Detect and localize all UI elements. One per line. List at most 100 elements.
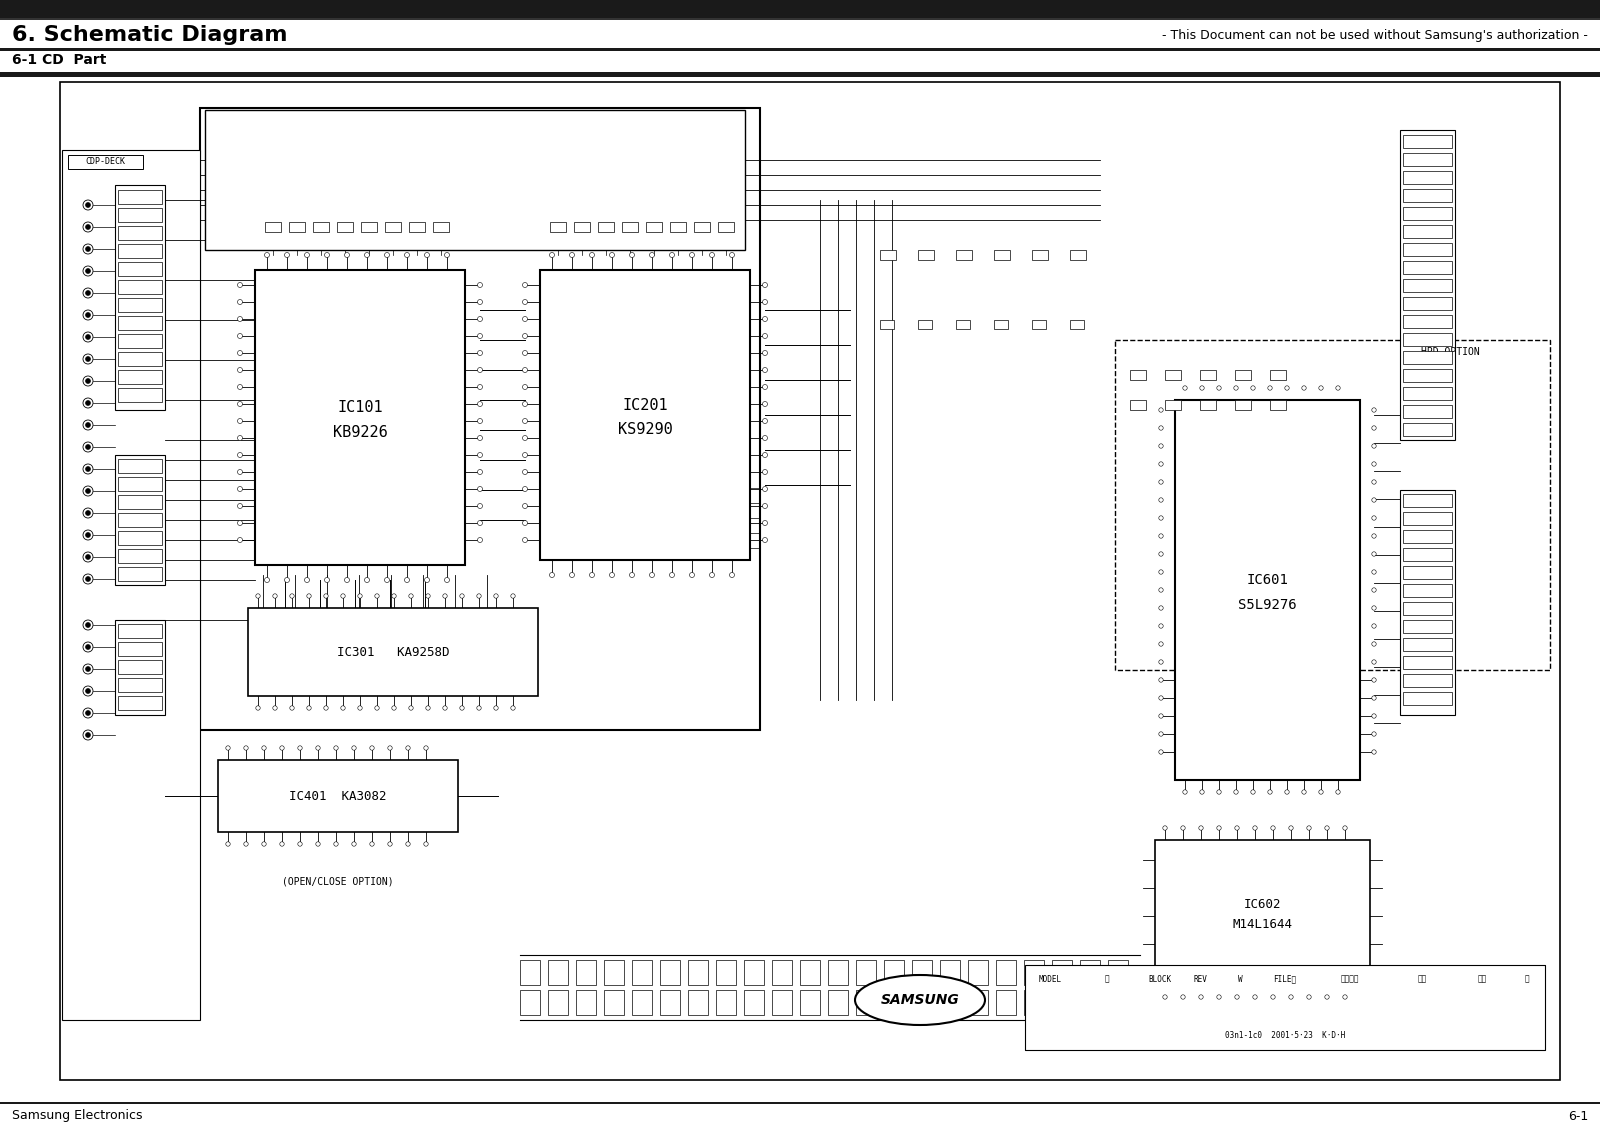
Bar bbox=[941, 960, 960, 985]
Bar bbox=[1024, 960, 1043, 985]
Circle shape bbox=[237, 435, 243, 441]
Circle shape bbox=[477, 452, 483, 458]
Bar bbox=[1403, 530, 1453, 544]
Circle shape bbox=[477, 435, 483, 441]
Bar bbox=[1403, 584, 1453, 597]
Bar bbox=[598, 221, 614, 232]
Circle shape bbox=[1163, 826, 1168, 831]
Text: Samsung Electronics: Samsung Electronics bbox=[13, 1110, 142, 1122]
Circle shape bbox=[392, 593, 397, 598]
Circle shape bbox=[424, 577, 429, 582]
Text: 작성: 작성 bbox=[1477, 974, 1486, 983]
Bar bbox=[661, 960, 680, 985]
Circle shape bbox=[315, 746, 320, 750]
Text: 명: 명 bbox=[1104, 974, 1109, 983]
Circle shape bbox=[477, 384, 483, 390]
Circle shape bbox=[83, 642, 93, 652]
Circle shape bbox=[344, 252, 349, 258]
Circle shape bbox=[280, 842, 285, 846]
Bar bbox=[118, 660, 162, 673]
Bar bbox=[771, 990, 792, 1015]
Circle shape bbox=[298, 746, 302, 750]
Circle shape bbox=[315, 842, 320, 846]
Circle shape bbox=[85, 688, 91, 694]
Circle shape bbox=[1216, 826, 1221, 831]
Circle shape bbox=[85, 202, 91, 208]
Bar bbox=[1235, 400, 1251, 410]
Bar bbox=[1403, 297, 1453, 310]
Bar bbox=[118, 190, 162, 205]
Circle shape bbox=[237, 469, 243, 475]
Bar bbox=[883, 960, 904, 985]
Text: KB9226: KB9226 bbox=[333, 425, 387, 440]
Bar bbox=[520, 960, 541, 985]
Circle shape bbox=[325, 577, 330, 582]
Bar bbox=[118, 208, 162, 221]
Bar bbox=[118, 334, 162, 348]
Bar bbox=[266, 221, 282, 232]
Circle shape bbox=[1371, 714, 1376, 719]
Circle shape bbox=[1216, 790, 1221, 794]
Bar bbox=[744, 990, 765, 1015]
Circle shape bbox=[365, 577, 370, 582]
Circle shape bbox=[477, 593, 482, 598]
Circle shape bbox=[85, 576, 91, 582]
Bar bbox=[1070, 320, 1085, 329]
Circle shape bbox=[237, 504, 243, 508]
Bar bbox=[1130, 400, 1146, 410]
Circle shape bbox=[280, 746, 285, 750]
Bar bbox=[968, 960, 989, 985]
Circle shape bbox=[690, 573, 694, 577]
Circle shape bbox=[1158, 750, 1163, 754]
Bar bbox=[118, 549, 162, 563]
Bar bbox=[1403, 512, 1453, 525]
Circle shape bbox=[358, 593, 362, 598]
Circle shape bbox=[344, 577, 349, 582]
Circle shape bbox=[237, 333, 243, 339]
Circle shape bbox=[1181, 826, 1186, 831]
Bar bbox=[1403, 207, 1453, 220]
Circle shape bbox=[85, 356, 91, 362]
Text: FILE명: FILE명 bbox=[1274, 974, 1296, 983]
Circle shape bbox=[424, 746, 429, 750]
Circle shape bbox=[85, 623, 91, 627]
Circle shape bbox=[85, 290, 91, 296]
Circle shape bbox=[83, 574, 93, 584]
Circle shape bbox=[1216, 994, 1221, 999]
Bar bbox=[605, 960, 624, 985]
Circle shape bbox=[1235, 994, 1240, 999]
Text: 6-1: 6-1 bbox=[1568, 1110, 1587, 1122]
Text: M14L1644: M14L1644 bbox=[1232, 918, 1293, 931]
Bar bbox=[547, 960, 568, 985]
Circle shape bbox=[690, 252, 694, 258]
Circle shape bbox=[85, 444, 91, 450]
Circle shape bbox=[83, 332, 93, 342]
Circle shape bbox=[237, 299, 243, 304]
Circle shape bbox=[459, 706, 464, 710]
Circle shape bbox=[763, 316, 768, 322]
Bar bbox=[1107, 960, 1128, 985]
Circle shape bbox=[237, 452, 243, 458]
Circle shape bbox=[85, 269, 91, 273]
Circle shape bbox=[298, 842, 302, 846]
Circle shape bbox=[83, 266, 93, 276]
Circle shape bbox=[1371, 732, 1376, 737]
Bar bbox=[62, 150, 200, 1020]
Circle shape bbox=[85, 555, 91, 559]
Circle shape bbox=[1371, 533, 1376, 538]
Bar bbox=[1026, 965, 1546, 1050]
Circle shape bbox=[406, 746, 410, 750]
Circle shape bbox=[523, 538, 528, 542]
Bar bbox=[1403, 494, 1453, 507]
Bar bbox=[118, 567, 162, 581]
Circle shape bbox=[1371, 678, 1376, 683]
Circle shape bbox=[307, 593, 310, 598]
Circle shape bbox=[83, 508, 93, 518]
Bar bbox=[1403, 657, 1453, 669]
Bar bbox=[1032, 320, 1046, 329]
Circle shape bbox=[334, 842, 338, 846]
Bar bbox=[118, 370, 162, 384]
Bar bbox=[1053, 990, 1072, 1015]
Circle shape bbox=[1318, 790, 1323, 794]
Circle shape bbox=[358, 706, 362, 710]
